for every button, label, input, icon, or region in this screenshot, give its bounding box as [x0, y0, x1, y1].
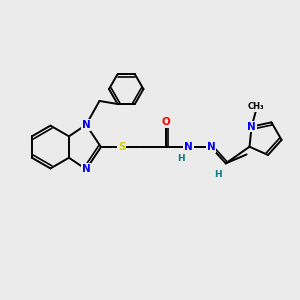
Text: N: N	[82, 164, 91, 174]
Text: CH₃: CH₃	[248, 102, 264, 111]
Text: N: N	[82, 120, 91, 130]
Text: O: O	[162, 117, 171, 127]
Text: N: N	[184, 142, 193, 152]
Text: H: H	[214, 170, 222, 179]
Text: S: S	[118, 142, 125, 152]
Text: N: N	[247, 122, 256, 132]
Text: N: N	[207, 142, 215, 152]
Text: H: H	[177, 154, 185, 163]
